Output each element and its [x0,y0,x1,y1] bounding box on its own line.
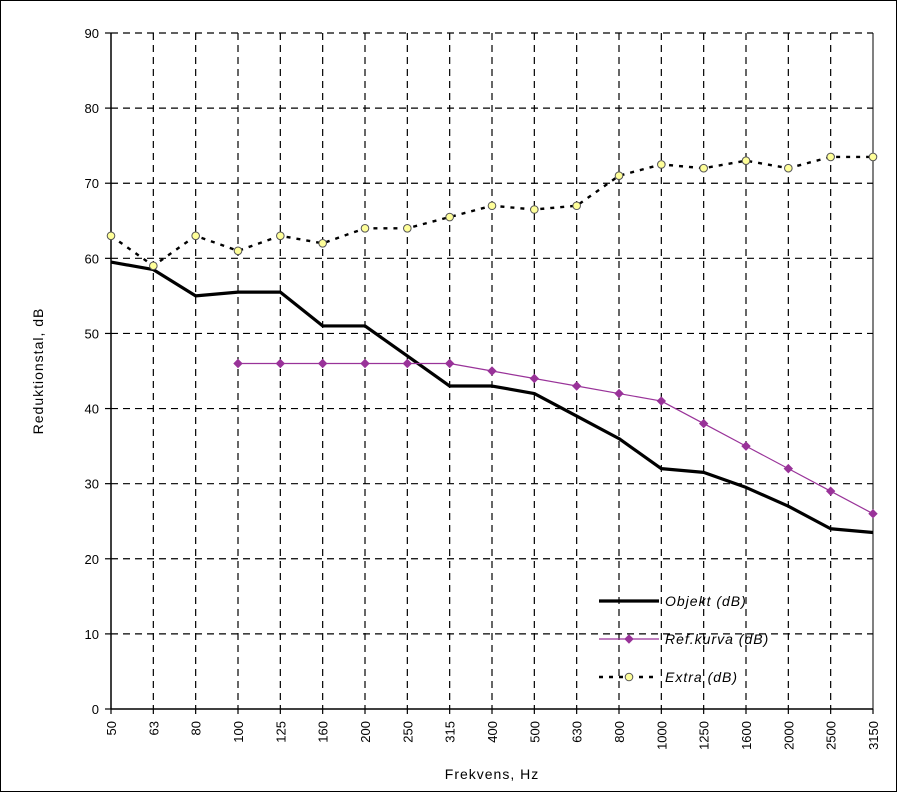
legend-label: Ref.kurva (dB) [665,631,769,647]
y-axis-title: Reduktionstal, dB [30,308,46,435]
x-tick-label: 250 [400,721,415,743]
data-point [275,358,286,369]
data-point [403,223,412,233]
data-point [614,171,624,181]
x-tick-label: 160 [316,721,331,743]
x-tick-label: 630 [570,721,585,743]
data-point [445,212,454,222]
data-point [106,231,116,241]
y-tick-label: 70 [85,176,99,191]
y-tick-label: 40 [85,402,99,417]
x-tick-label: 3150 [866,721,881,750]
x-tick-label: 50 [104,721,119,735]
data-point [233,246,243,256]
data-point [699,163,708,173]
y-tick-label: 30 [85,477,99,492]
data-point [487,201,497,211]
x-tick-label: 125 [273,721,288,743]
data-point [233,358,243,369]
y-tick-label: 20 [85,552,99,567]
data-point [149,261,158,271]
data-point [825,486,836,496]
data-point [530,205,539,214]
data-point [783,463,794,474]
data-point [571,381,582,391]
y-tick-label: 90 [85,26,99,41]
data-point [826,152,835,162]
y-tick-label: 50 [85,326,99,341]
legend-label: Extra (dB) [665,669,738,685]
x-tick-label: 100 [231,721,246,743]
data-point [276,231,285,241]
y-tick-label: 60 [85,251,99,266]
legend-label: Objekt (dB) [665,593,747,609]
data-point [318,239,327,248]
data-point [360,358,370,369]
data-point [614,388,624,399]
x-tick-label: 63 [146,721,161,735]
data-point [656,396,667,406]
data-point [741,441,751,451]
x-axis-title: Frekvens, Hz [445,766,539,782]
data-point [191,231,200,241]
x-tick-label: 1250 [697,721,712,750]
data-point [784,163,793,173]
data-point [868,152,878,162]
data-point [529,373,540,384]
legend-marker [624,634,634,644]
x-tick-label: 800 [612,721,627,743]
series-line [238,362,874,515]
data-point [360,223,370,233]
x-tick-label: 1000 [654,721,669,750]
data-point [487,366,497,376]
x-tick-label: 1600 [739,721,754,750]
data-point [741,156,751,165]
x-tick-label: 2000 [781,721,796,750]
data-point [572,201,581,211]
axes: 0 10 20 30 40 50 60 70 80 90 50 63 80 100 125 160 200 250… [85,26,881,750]
y-tick-label: 10 [85,627,99,642]
x-tick-label: 400 [485,721,500,743]
x-tick-label: 200 [358,721,373,743]
data-point [317,358,328,369]
grid-lines [111,32,873,709]
y-tick-label: 0 [92,702,99,717]
y-tick-label: 80 [85,101,99,116]
x-tick-label: 315 [443,721,458,743]
data-point [402,358,413,369]
data-point [657,160,666,169]
data-point [698,418,709,429]
data-point [868,509,878,519]
x-tick-label: 80 [189,721,204,735]
x-tick-label: 2500 [824,721,839,750]
series-line [110,260,874,535]
x-tick-label: 500 [527,721,542,743]
series-lines [106,152,878,535]
legend-marker [624,672,634,682]
data-point [444,358,455,369]
legend: Objekt (dB) Ref.kurva (dB) Extra (dB) [599,593,769,685]
